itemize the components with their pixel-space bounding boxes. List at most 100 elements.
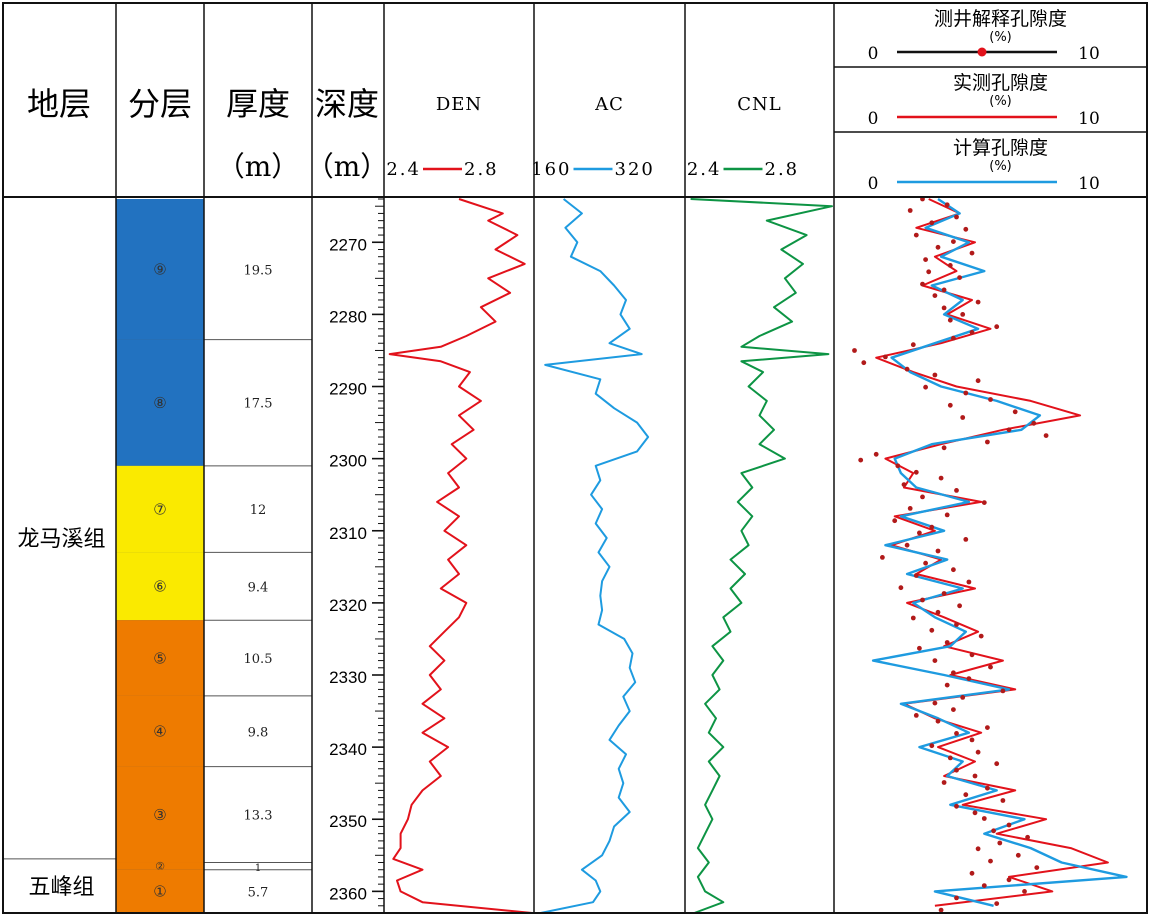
- layer-label: ①: [153, 883, 166, 901]
- log-porosity-point: [904, 366, 910, 372]
- log-porosity-point: [969, 330, 975, 335]
- log-porosity-point: [1006, 822, 1012, 828]
- log-porosity-point: [947, 317, 953, 323]
- log-porosity-point: [947, 402, 953, 408]
- log-porosity-point: [954, 895, 959, 901]
- legend-unit: (%): [989, 159, 1012, 174]
- formation-label: 五峰组: [28, 875, 94, 900]
- log-porosity-point: [951, 335, 956, 341]
- legend-min: 0: [868, 44, 879, 64]
- track-scale-min: 160: [531, 159, 571, 180]
- log-porosity-point: [1006, 877, 1012, 883]
- log-porosity-point: [935, 548, 941, 554]
- log-porosity-point: [938, 475, 944, 481]
- track-scale-max: 2.8: [464, 159, 499, 180]
- log-porosity-point: [1022, 889, 1027, 894]
- log-porosity-point: [917, 530, 922, 536]
- layer-fill: [116, 199, 204, 340]
- log-porosity-point: [1000, 688, 1006, 694]
- layer-label: ⑨: [153, 261, 166, 279]
- log-porosity-point: [988, 858, 993, 864]
- log-porosity-point: [892, 518, 898, 524]
- track-name: DEN: [436, 94, 482, 115]
- log-porosity-point: [969, 870, 975, 876]
- log-porosity-point: [923, 560, 928, 566]
- log-porosity-point: [988, 664, 993, 670]
- log-porosity-point: [941, 591, 947, 596]
- log-porosity-point: [1031, 420, 1037, 426]
- depth-tick-label: 2280: [329, 307, 367, 326]
- legend-marker: [977, 47, 987, 57]
- log-porosity-point: [895, 463, 901, 469]
- log-porosity-point: [910, 342, 916, 348]
- log-porosity-point: [920, 597, 925, 603]
- log-porosity-point: [913, 469, 919, 475]
- log-porosity-point: [929, 627, 935, 633]
- log-porosity-point: [969, 737, 975, 743]
- log-porosity-point: [941, 445, 947, 451]
- log-porosity-point: [951, 239, 956, 245]
- log-porosity-point: [994, 324, 1000, 330]
- layer-fill: [116, 766, 204, 863]
- log-porosity-point: [938, 907, 944, 913]
- log-porosity-point: [963, 226, 969, 232]
- log-porosity-point: [932, 700, 938, 706]
- log-porosity-point: [963, 537, 969, 542]
- log-porosity-point: [960, 415, 966, 420]
- layer-thickness: 13.3: [244, 809, 273, 824]
- log-porosity-point: [917, 645, 922, 651]
- log-porosity-point: [1043, 433, 1049, 438]
- depth-tick-label: 2290: [329, 380, 367, 399]
- log-porosity-point: [972, 810, 978, 816]
- legend-title: 测井解释孔隙度: [934, 8, 1067, 30]
- track-headers: DEN 2.4 2.8 AC 160 320 CNL 2.4 2.8: [386, 94, 797, 180]
- curve-cnl: [690, 198, 833, 914]
- thickness-unit: （m）: [217, 150, 300, 183]
- log-porosity-point: [910, 615, 916, 621]
- log-porosity-point: [935, 609, 941, 615]
- log-porosity-point: [975, 378, 981, 384]
- log-porosity-point: [954, 488, 959, 493]
- log-porosity-point: [954, 622, 959, 627]
- curve-layer: [388, 196, 1128, 914]
- formation-label: 龙马溪组: [17, 527, 105, 552]
- depth-tick-label: 2330: [329, 668, 367, 687]
- log-porosity-point: [954, 803, 959, 809]
- curve-ac: [540, 198, 650, 914]
- log-porosity-point: [883, 354, 888, 360]
- log-porosity-point: [975, 299, 981, 305]
- layer-fill: [116, 695, 204, 767]
- layer-fill: [116, 862, 204, 870]
- log-porosity-point: [923, 257, 928, 262]
- log-porosity-point: [1000, 798, 1006, 803]
- log-porosity-point: [966, 579, 972, 585]
- track-scale-min: 2.4: [687, 159, 722, 180]
- log-porosity-point: [969, 652, 975, 658]
- log-porosity-point: [941, 287, 947, 293]
- legend-title: 计算孔隙度: [953, 137, 1048, 159]
- log-porosity-point: [913, 232, 919, 238]
- log-porosity-point: [966, 676, 972, 681]
- log-porosity-point: [913, 713, 919, 718]
- depth-header: 深度: [315, 85, 379, 123]
- layer-thickness: 5.7: [248, 885, 269, 900]
- legend-max: 10: [1078, 174, 1100, 194]
- log-porosity-point: [978, 633, 984, 639]
- log-porosity-point: [972, 773, 978, 779]
- layer-fill: [116, 465, 204, 553]
- log-porosity-point: [920, 281, 925, 287]
- layer-label: ⑦: [153, 500, 166, 518]
- layer-label: ⑤: [153, 649, 166, 667]
- depth-tick-label: 2340: [329, 740, 367, 759]
- log-porosity-point: [951, 707, 956, 712]
- log-porosity-point: [947, 263, 953, 268]
- legend-title: 实测孔隙度: [953, 72, 1048, 94]
- log-porosity-point: [975, 846, 981, 852]
- log-porosity-point: [1015, 852, 1021, 858]
- log-porosity-point: [954, 214, 959, 220]
- log-porosity-point: [923, 384, 928, 390]
- log-porosity-point: [963, 792, 969, 798]
- layer-thickness: 17.5: [244, 397, 273, 412]
